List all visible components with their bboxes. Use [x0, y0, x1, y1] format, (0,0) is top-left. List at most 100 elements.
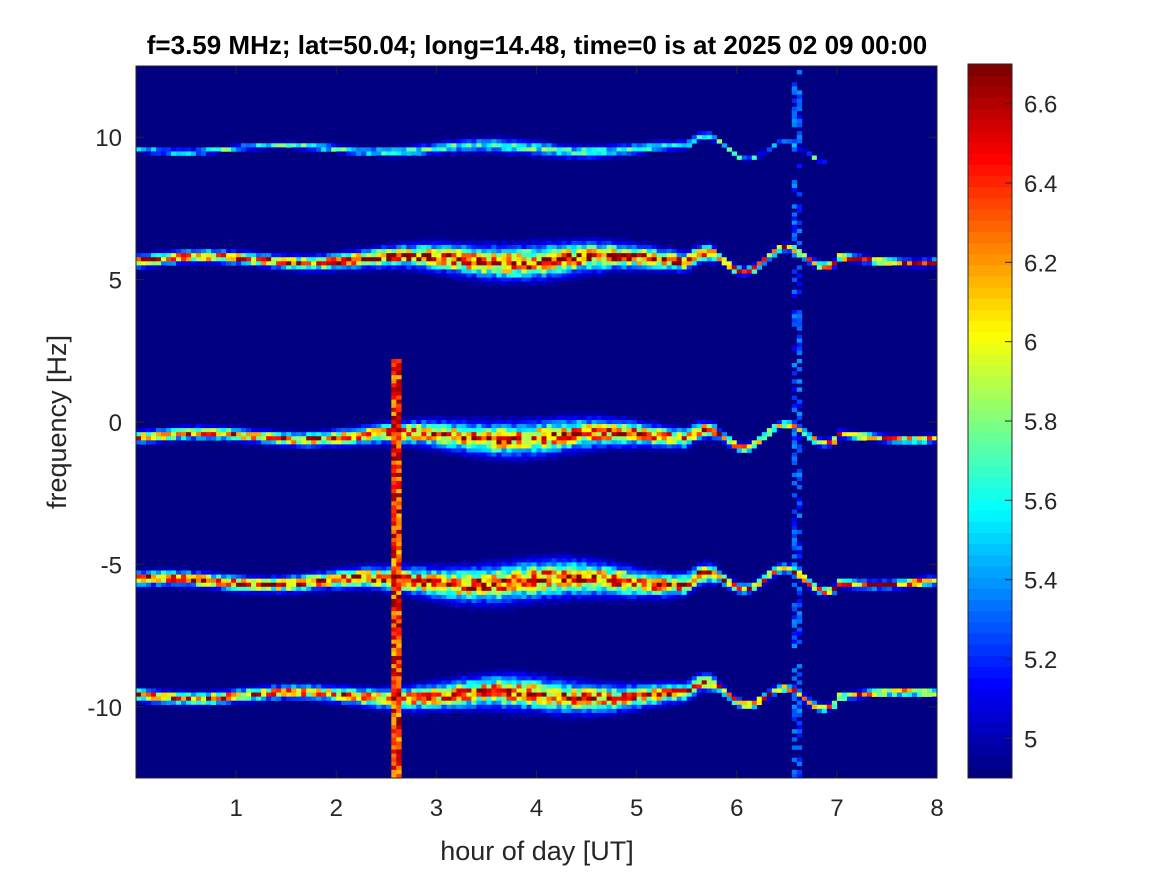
spectrogram-cell [551, 281, 557, 286]
spectrogram-cell [356, 444, 362, 449]
spectrogram-cell [776, 419, 783, 425]
spectrogram-cell [506, 143, 512, 148]
spectrogram-cell [256, 582, 262, 588]
spectrogram-cell [256, 586, 262, 592]
spectrogram-cell [536, 265, 542, 270]
spectrogram-cell [396, 261, 402, 266]
spectrogram-cell [656, 147, 662, 152]
spectrogram-cell [466, 574, 472, 579]
spectrogram-cell [641, 265, 647, 270]
spectrogram-cell [746, 586, 753, 592]
spectrogram-cell [541, 249, 547, 254]
spectrogram-cell [671, 261, 677, 266]
spectrogram-cell [616, 143, 622, 148]
spectrogram-cell [496, 456, 502, 461]
spectrogram-cell [406, 240, 412, 246]
spectrogram-cell [336, 249, 342, 254]
spectrogram-cell [671, 257, 677, 262]
spectrogram-cell [246, 143, 252, 148]
spectrogram-cell [666, 432, 672, 437]
spectrogram-cell [501, 578, 507, 584]
spectrogram-cell [396, 554, 402, 559]
spectrogram-cell [396, 627, 402, 632]
spectrogram-cell [436, 574, 442, 579]
spectrogram-cell [356, 424, 362, 429]
colorbar-band [968, 197, 1012, 210]
spectrogram-cell [686, 684, 692, 689]
spectrogram-cell [546, 590, 552, 596]
spectrogram-cell [796, 619, 803, 624]
spectrogram-cell [586, 151, 592, 156]
spectrogram-cell [531, 582, 537, 588]
spectrogram-cell [876, 261, 883, 266]
spectrogram-cell [581, 598, 587, 604]
spectrogram-cell [786, 566, 793, 571]
spectrogram-cell [526, 415, 532, 421]
spectrogram-cell [241, 143, 247, 148]
spectrogram-cell [446, 249, 452, 254]
spectrogram-cell [516, 436, 522, 441]
spectrogram-cell [536, 692, 542, 697]
spectrogram-cell [486, 448, 492, 453]
spectrogram-cell [556, 273, 562, 278]
spectrogram-cell [446, 582, 452, 588]
spectrogram-cell [616, 594, 622, 600]
spectrogram-cell [476, 688, 482, 693]
spectrogram-cell [556, 265, 562, 270]
spectrogram-cell [551, 562, 557, 567]
spectrogram-cell [676, 257, 682, 262]
spectrogram-cell [656, 680, 662, 685]
spectrogram-cell [731, 582, 738, 588]
spectrogram-cell [791, 480, 798, 486]
spectrogram-cell [626, 269, 632, 274]
spectrogram-cell [556, 554, 562, 559]
spectrogram-cell [861, 586, 868, 592]
spectrogram-cell [796, 228, 803, 234]
spectrogram-cell [416, 448, 422, 453]
spectrogram-cell [206, 570, 212, 575]
spectrogram-cell [526, 574, 532, 579]
spectrogram-cell [371, 574, 377, 579]
spectrogram-cell [261, 688, 267, 693]
spectrogram-cell [511, 151, 517, 156]
spectrogram-cell [461, 147, 467, 152]
spectrogram-cell [456, 562, 462, 567]
spectrogram-cell [861, 436, 868, 441]
spectrogram-cell [336, 700, 342, 706]
spectrogram-cell [781, 688, 788, 693]
spectrogram-cell [761, 570, 768, 575]
spectrogram-cell [816, 586, 823, 592]
spectrogram-cell [716, 574, 723, 579]
spectrogram-cell [601, 444, 607, 449]
spectrogram-cell [556, 257, 562, 262]
spectrogram-cell [711, 672, 718, 677]
spectrogram-cell [481, 562, 487, 567]
spectrogram-cell [596, 273, 602, 278]
spectrogram-cell [306, 574, 312, 579]
spectrogram-cell [826, 261, 833, 266]
spectrogram-cell [911, 261, 918, 266]
spectrogram-cell [541, 712, 547, 718]
spectrogram-cell [576, 151, 582, 156]
spectrogram-cell [426, 578, 432, 584]
spectrogram-cell [496, 684, 502, 689]
spectrogram-cell [726, 261, 733, 266]
spectrogram-cell [336, 684, 342, 689]
spectrogram-cell [516, 590, 522, 596]
spectrogram-cell [366, 684, 372, 689]
spectrogram-cell [481, 240, 487, 246]
spectrogram-cell [781, 562, 788, 567]
spectrogram-cell [601, 151, 607, 156]
spectrogram-cell [726, 574, 733, 579]
colorbar-band [968, 242, 1012, 255]
spectrogram-cell [471, 700, 477, 706]
spectrogram-cell [666, 684, 672, 689]
spectrogram-cell [796, 102, 803, 107]
spectrogram-cell [506, 570, 512, 575]
spectrogram-cell [361, 684, 367, 689]
spectrogram-cell [521, 269, 527, 274]
spectrogram-cell [411, 582, 417, 588]
spectrogram-cell [546, 688, 552, 693]
spectrogram-cell [461, 586, 467, 592]
spectrogram-cell [521, 444, 527, 449]
